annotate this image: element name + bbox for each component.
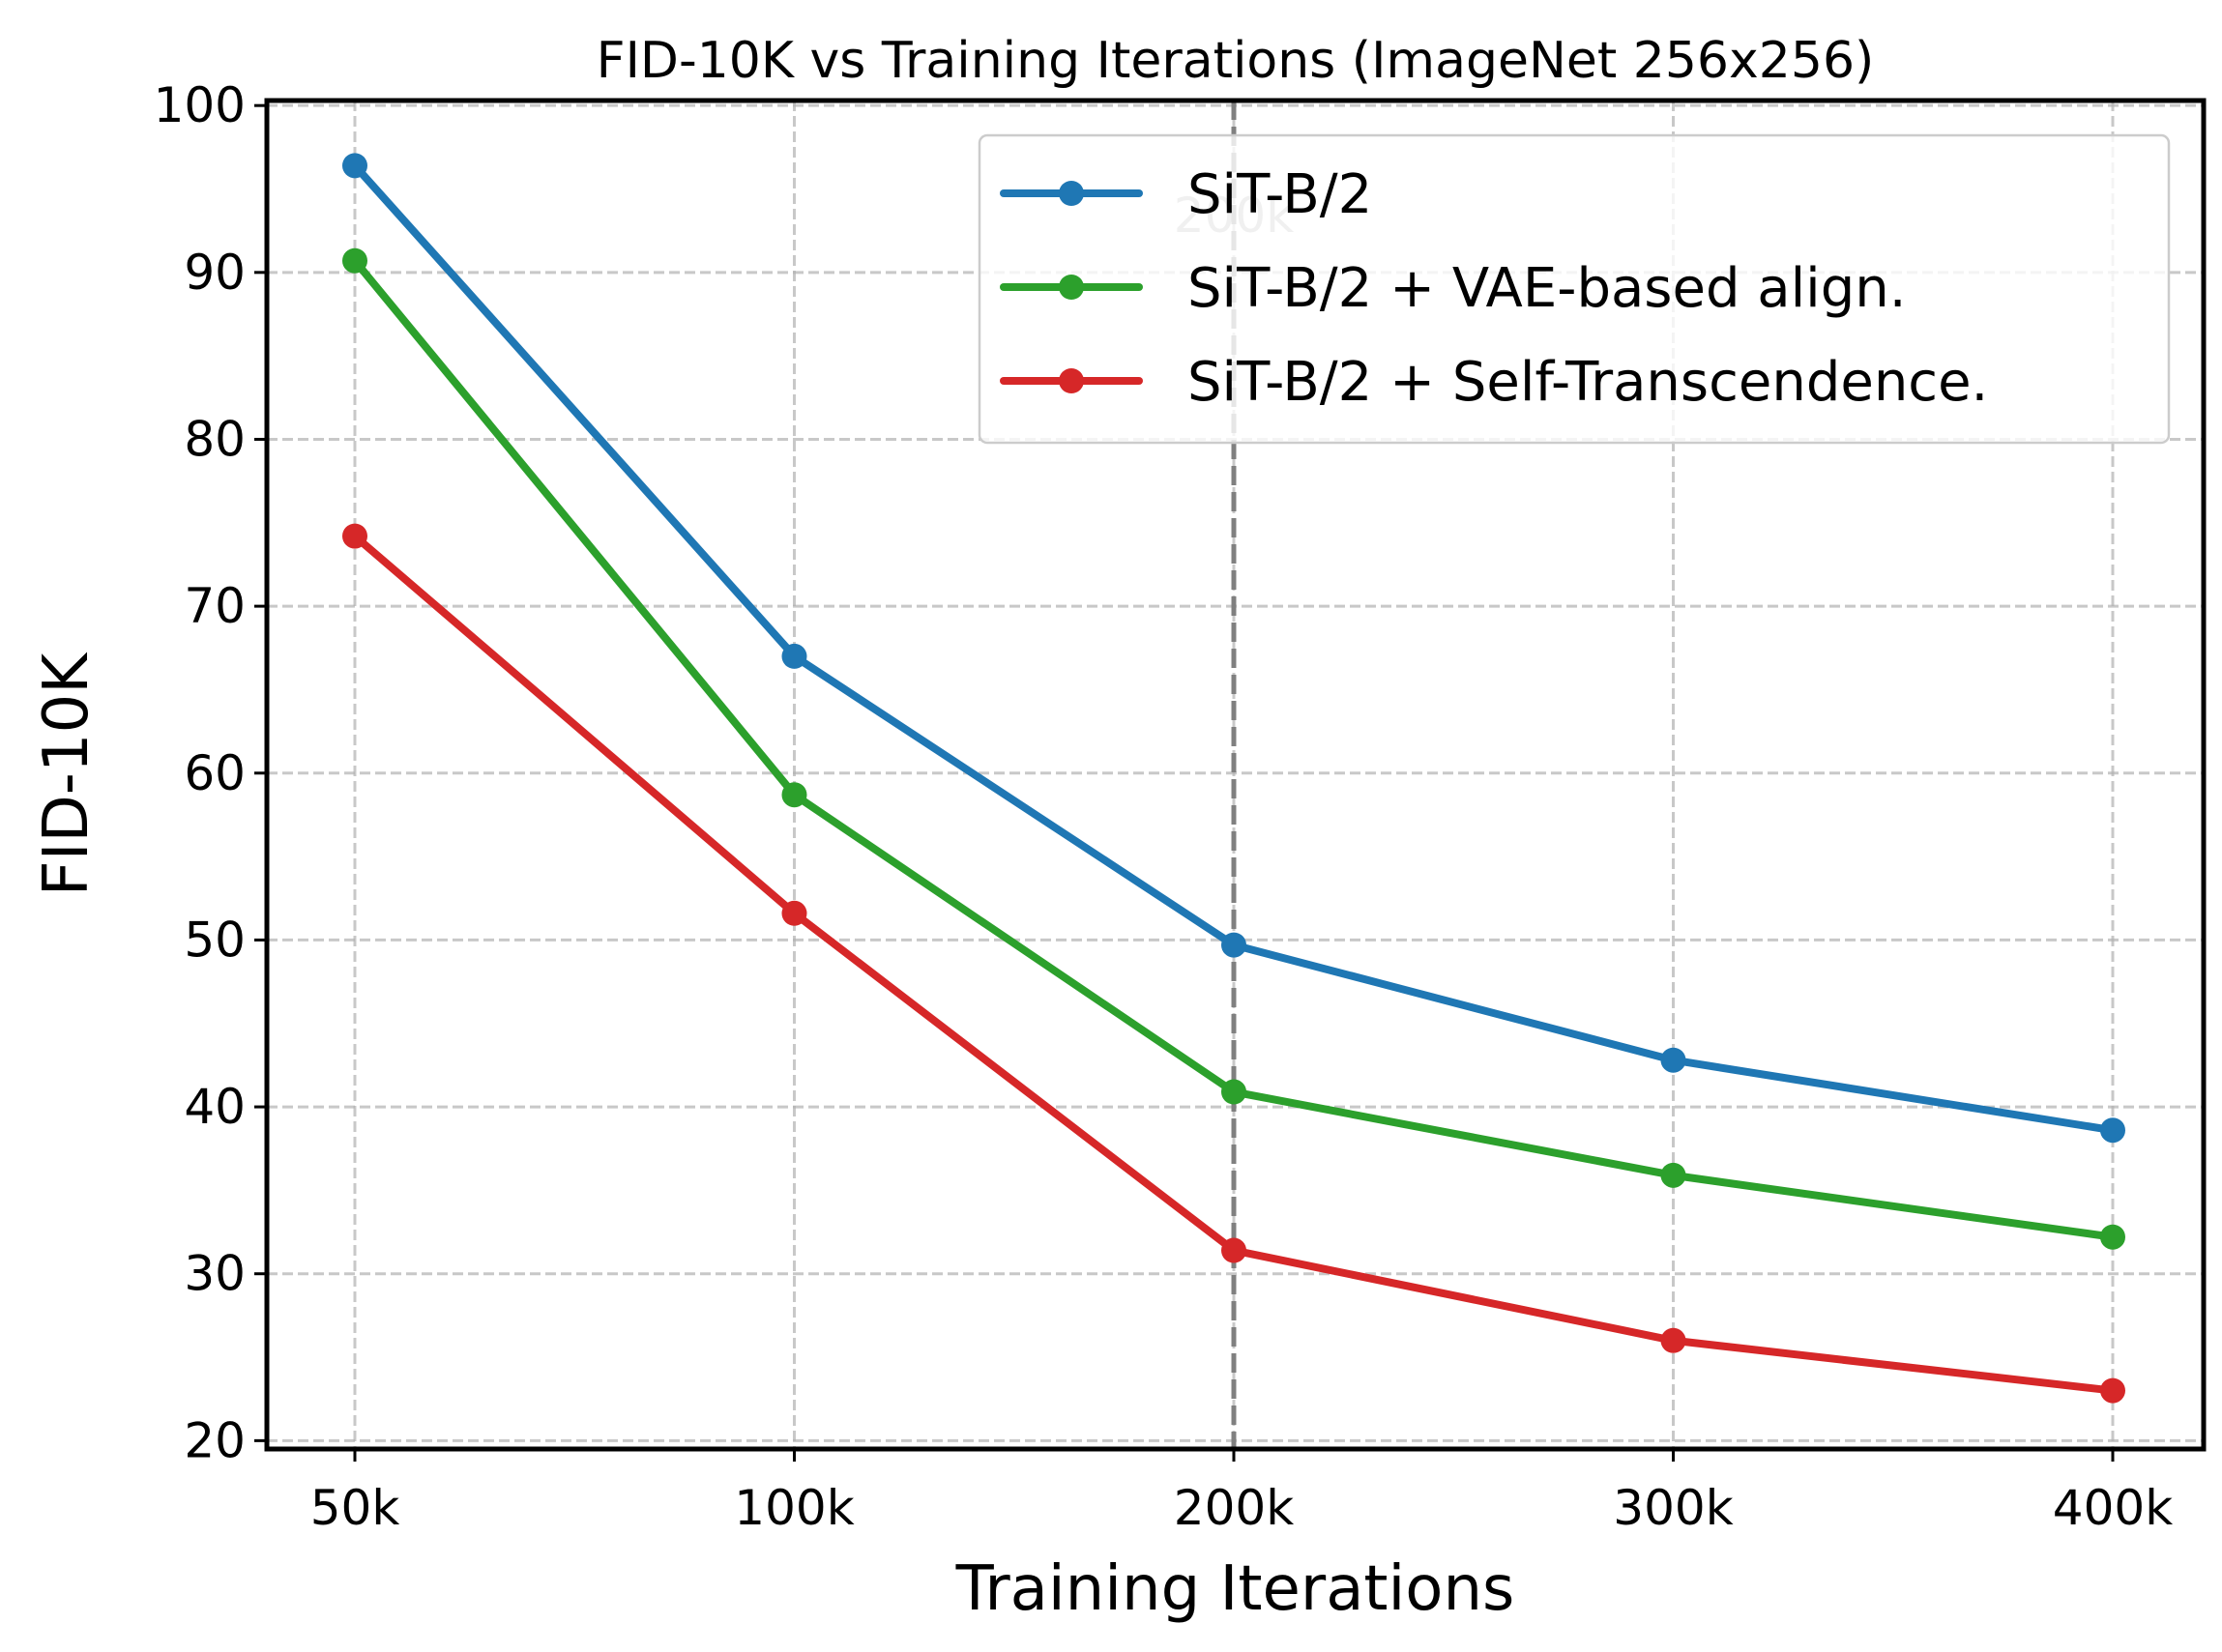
data-point [342,523,367,549]
data-point [2100,1117,2125,1144]
legend-item: SiT-B/2 [1000,163,1372,226]
legend-swatch-marker [1059,368,1084,393]
x-tick-label: 400k [2053,1480,2173,1536]
series-1 [342,247,2125,1250]
y-tick-label: 60 [184,745,246,801]
legend-item: SiT-B/2 + Self-Transcendence. [1000,351,1988,414]
x-tick-label: 100k [734,1480,854,1536]
legend-label: SiT-B/2 + Self-Transcendence. [1187,351,1988,414]
data-point [781,900,807,926]
x-tick-label: 50k [310,1480,400,1536]
data-point [342,247,367,274]
data-point [342,153,367,179]
y-tick-label: 50 [184,912,246,968]
data-point [1221,932,1246,958]
x-tick-label: 200k [1174,1480,1294,1536]
legend-label: SiT-B/2 + VAE-based align. [1187,257,1907,320]
y-tick-label: 40 [184,1079,246,1135]
y-tick-label: 90 [184,245,246,301]
data-point [2100,1224,2125,1250]
legend-swatch-marker [1059,181,1084,206]
data-point [781,782,807,808]
y-axis-label: FID-10K [31,652,102,897]
y-tick-label: 100 [154,77,246,133]
y-tick-label: 80 [184,411,246,467]
data-point [781,643,807,669]
y-tick-label: 70 [184,578,246,634]
y-tick-label: 20 [184,1412,246,1468]
series-group [342,153,2125,1404]
data-point [2100,1377,2125,1404]
data-point [1221,1237,1246,1263]
chart-title: FID-10K vs Training Iterations (ImageNet… [597,32,1875,90]
legend-item: SiT-B/2 + VAE-based align. [1000,257,1907,320]
legend: SiT-B/2 SiT-B/2 + VAE-based align. SiT-B/2… [978,133,2171,445]
data-point [1660,1047,1686,1073]
legend-label: SiT-B/2 [1187,163,1372,226]
data-point [1221,1079,1246,1105]
series-0 [342,153,2125,1144]
data-point [1660,1162,1686,1188]
y-tick-label: 30 [184,1246,246,1302]
y-axis-ticks: 20 30 40 50 60 70 80 90 100 [154,77,267,1468]
x-axis-label: Training Iterations [955,1553,1515,1625]
data-point [1660,1327,1686,1353]
legend-swatch-marker [1059,275,1084,300]
x-tick-label: 300k [1613,1480,1733,1536]
x-axis-ticks: 50k 100k 200k 300k 400k [310,1449,2173,1536]
legend-box [978,133,2171,445]
series-2 [342,523,2125,1404]
